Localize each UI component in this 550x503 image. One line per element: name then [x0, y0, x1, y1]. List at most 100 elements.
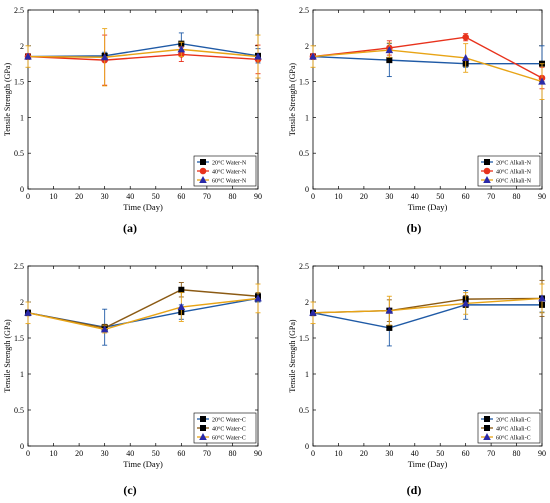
- x-tick-label: 0: [26, 449, 30, 458]
- data-point: [461, 53, 470, 61]
- x-tick-label: 40: [411, 192, 419, 201]
- series-line: [312, 36, 543, 79]
- legend-label: 60°C Alkali-C: [496, 435, 531, 442]
- x-tick-label: 70: [203, 192, 211, 201]
- legend-marker: [199, 176, 207, 183]
- legend-label: 60°C Water-N: [212, 178, 247, 185]
- legend-label: 60°C Alkali-N: [496, 178, 532, 185]
- legend-label: 20°C Water-N: [212, 160, 247, 167]
- x-axis-label: Time (Day): [408, 459, 448, 469]
- legend-marker: [484, 425, 490, 431]
- legend: 20°C Alkali-N 40°C Alkali-N 60°C Alkali-N: [477, 155, 541, 187]
- data-point: [385, 306, 394, 314]
- legend-label: 40°C Water-C: [212, 426, 246, 433]
- x-axis-label: Time (Day): [408, 202, 448, 212]
- data-point: [24, 308, 32, 316]
- legend: 20°C Water-N 40°C Water-N 60°C Water-N: [193, 155, 257, 187]
- x-tick-label: 60: [462, 449, 470, 458]
- y-tick-label: 0.5: [299, 149, 309, 158]
- legend-marker: [483, 167, 491, 175]
- y-tick-label: 1: [305, 113, 309, 122]
- series: [24, 34, 262, 86]
- data-point: [177, 303, 186, 311]
- legend-marker: [200, 159, 206, 165]
- y-tick-label: 1.5: [299, 334, 309, 343]
- y-tick-label: 0: [20, 185, 24, 194]
- y-tick-label: 0.5: [299, 406, 309, 415]
- x-tick-label: 80: [513, 192, 521, 201]
- y-tick-label: 2.5: [14, 262, 24, 271]
- data-point: [538, 77, 546, 85]
- legend-label: 20°C Alkali-N: [496, 160, 532, 167]
- x-tick-label: 40: [411, 449, 419, 458]
- y-tick-label: 1.5: [14, 334, 24, 343]
- x-tick-label: 70: [487, 192, 495, 201]
- y-tick-label: 0: [20, 442, 24, 451]
- x-tick-label: 60: [177, 192, 185, 201]
- x-tick-label: 0: [311, 449, 315, 458]
- series-line: [312, 55, 542, 65]
- series-line: [312, 304, 542, 329]
- chart-panel: 0 0.5 1 1.5 2 2.5 0 10 20 30 40 50 60 70 80 90 Time (Day…: [288, 6, 546, 235]
- data-point: [386, 57, 393, 64]
- data-point: [254, 52, 262, 60]
- x-tick-label: 20: [75, 449, 83, 458]
- y-tick-label: 2: [20, 298, 24, 307]
- data-point: [24, 52, 32, 60]
- y-tick-label: 1.5: [14, 78, 24, 87]
- plot-area: [312, 265, 543, 447]
- y-axis-label: Tensile Strength (GPa): [3, 63, 12, 137]
- x-tick-label: 20: [360, 192, 368, 201]
- data-point: [386, 324, 393, 331]
- x-tick-label: 10: [334, 192, 342, 201]
- y-tick-label: 2.5: [14, 6, 24, 15]
- data-point: [538, 294, 546, 302]
- legend: 20°C Alkali-C 40°C Alkali-C 60°C Alkali-C: [477, 412, 541, 444]
- x-tick-label: 90: [538, 192, 546, 201]
- x-tick-label: 90: [254, 449, 262, 458]
- y-tick-label: 0.5: [14, 406, 24, 415]
- data-point: [177, 45, 186, 53]
- y-tick-label: 0.5: [14, 149, 24, 158]
- x-tick-label: 30: [385, 192, 393, 201]
- plot-area: [27, 9, 259, 190]
- y-axis-label: Tensile Strength (GPa): [288, 319, 297, 393]
- y-axis-label: Tensile Strength (GPa): [288, 63, 297, 137]
- x-tick-label: 20: [360, 449, 368, 458]
- chart-panel: 0 0.5 1 1.5 2 2.5 0 10 20 30 40 50 60 70 80 90 Time (Day…: [288, 262, 546, 497]
- x-tick-label: 40: [126, 449, 134, 458]
- legend-marker: [483, 176, 491, 183]
- x-tick-label: 0: [26, 192, 30, 201]
- y-tick-label: 1.5: [299, 78, 309, 87]
- y-tick-label: 1: [305, 370, 309, 379]
- series: [24, 283, 262, 334]
- x-tick-label: 10: [50, 449, 58, 458]
- data-point: [100, 53, 109, 61]
- series: [310, 43, 545, 83]
- series-line: [27, 297, 259, 331]
- chart-panel: 0 0.5 1 1.5 2 2.5 0 10 20 30 40 50 60 70 80 90 Time (Day…: [3, 262, 262, 497]
- series-line: [27, 48, 259, 58]
- data-point: [461, 299, 470, 307]
- series-line: [27, 42, 259, 58]
- series: [309, 33, 546, 90]
- x-tick-label: 80: [228, 192, 236, 201]
- x-tick-label: 60: [462, 192, 470, 201]
- x-tick-label: 10: [50, 192, 58, 201]
- panel-label: (d): [407, 483, 422, 497]
- y-tick-label: 0: [305, 442, 309, 451]
- x-tick-label: 60: [177, 449, 185, 458]
- y-axis-label: Tensile Strength (GPa): [3, 319, 12, 393]
- legend-marker: [484, 416, 490, 422]
- legend-label: 60°C Water-C: [212, 435, 246, 442]
- series: [25, 282, 261, 332]
- x-axis-label: Time (Day): [123, 202, 163, 212]
- series-line: [312, 49, 543, 83]
- x-tick-label: 10: [334, 449, 342, 458]
- legend-marker: [483, 433, 491, 440]
- legend-marker: [200, 416, 206, 422]
- x-tick-label: 50: [152, 192, 160, 201]
- y-tick-label: 2.5: [299, 6, 309, 15]
- data-point: [309, 52, 317, 60]
